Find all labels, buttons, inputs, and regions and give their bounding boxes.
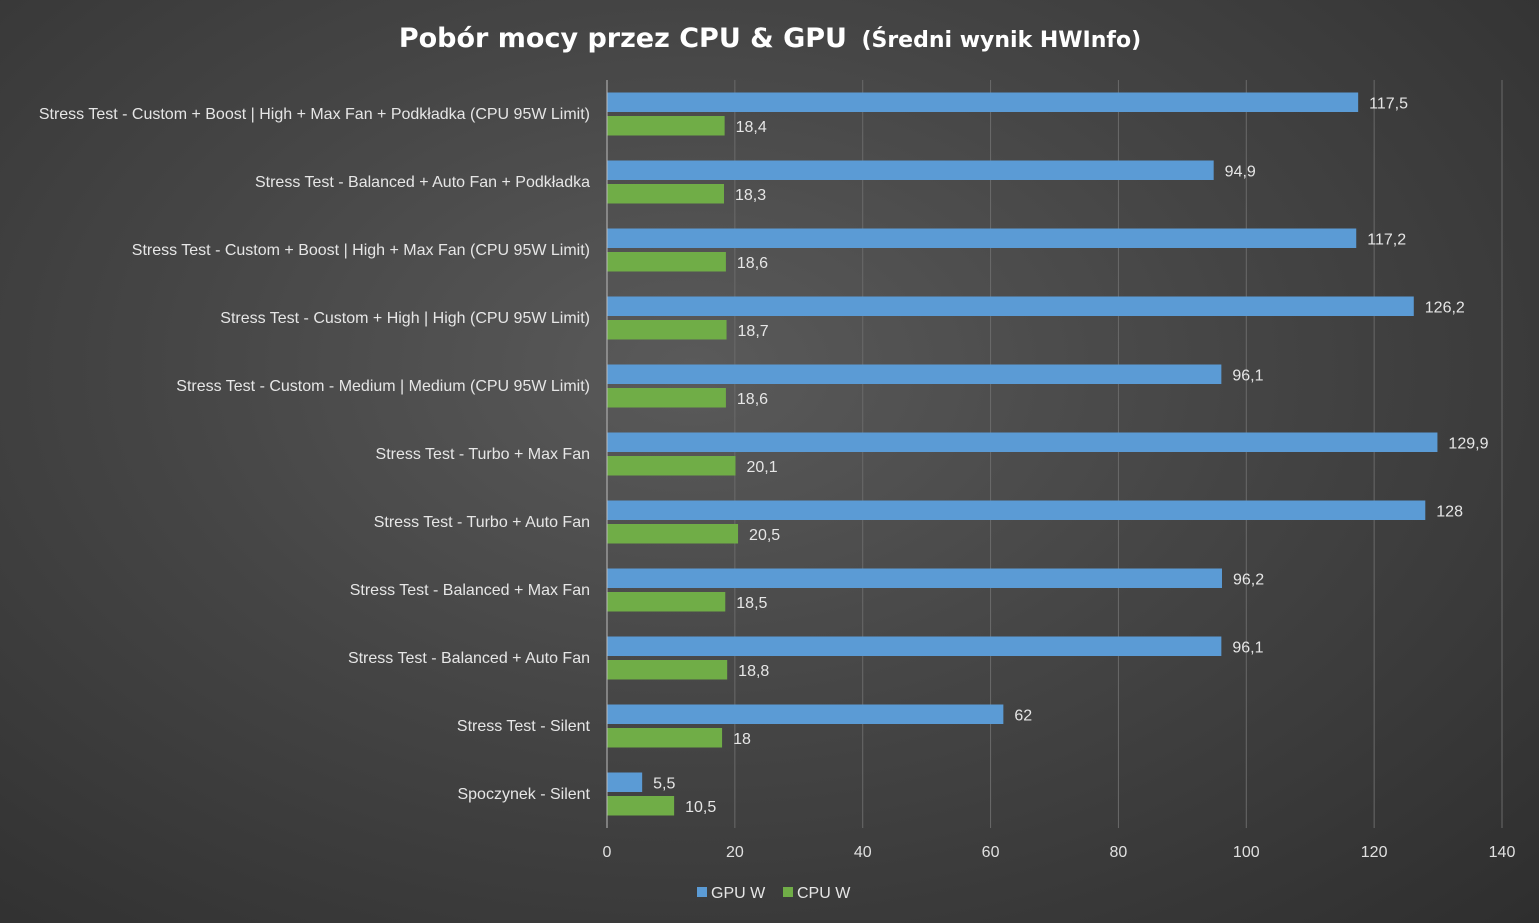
gpu-data-label: 96,1: [1232, 367, 1263, 384]
x-tick-label: 0: [603, 844, 612, 861]
cpu-data-label: 18,8: [738, 663, 769, 680]
cpu-bar: [607, 116, 725, 136]
gpu-data-label: 117,2: [1367, 231, 1406, 248]
cpu-bar: [607, 320, 727, 340]
gpu-bar: [607, 636, 1222, 656]
gpu-data-label: 129,9: [1448, 435, 1488, 452]
gpu-legend-swatch: [697, 887, 707, 897]
category-label: Stress Test - Turbo + Max Fan: [376, 446, 590, 463]
category-label: Stress Test - Turbo + Auto Fan: [374, 514, 590, 531]
gpu-legend-label: GPU W: [711, 885, 766, 902]
x-tick-label: 20: [726, 844, 744, 861]
x-tick-label: 80: [1110, 844, 1128, 861]
gpu-bar: [607, 568, 1222, 588]
bars: [607, 92, 1438, 816]
cpu-bar: [607, 660, 728, 680]
gpu-bar: [607, 500, 1426, 520]
cpu-data-label: 10,5: [685, 799, 716, 816]
chart-title-subtitle: (Średni wynik HWInfo): [861, 27, 1141, 53]
x-tick-label: 100: [1233, 844, 1260, 861]
legend: GPU W CPU W: [697, 885, 851, 902]
gpu-bar: [607, 432, 1438, 452]
gpu-data-label: 62: [1014, 707, 1032, 724]
category-label: Stress Test - Balanced + Max Fan: [350, 582, 590, 599]
cpu-data-label: 18,4: [736, 119, 767, 136]
gpu-bar: [607, 296, 1414, 316]
cpu-data-label: 18,6: [737, 391, 768, 408]
category-label: Stress Test - Silent: [457, 718, 591, 735]
cpu-legend-label: CPU W: [797, 885, 851, 902]
gpu-bar: [607, 92, 1359, 112]
category-label: Stress Test - Custom - Medium | Medium (…: [176, 378, 590, 395]
x-tick-label: 140: [1489, 844, 1516, 861]
cpu-bar: [607, 524, 739, 544]
x-axis-ticks: 0 20 40 60 80 100 120 140: [603, 844, 1516, 861]
cpu-bar: [607, 184, 724, 204]
gpu-bar: [607, 772, 643, 792]
x-tick-label: 60: [982, 844, 1000, 861]
gpu-bar: [607, 704, 1004, 724]
chart-title: Pobór mocy przez CPU & GPU (Średni wynik…: [399, 23, 1141, 54]
category-label: Stress Test - Balanced + Auto Fan + Podk…: [255, 174, 590, 191]
cpu-bar: [607, 592, 726, 612]
cpu-bar: [607, 252, 726, 272]
gpu-bar: [607, 364, 1222, 384]
gpu-data-label: 96,1: [1232, 639, 1263, 656]
gpu-data-label: 128: [1436, 503, 1463, 520]
gpu-data-label: 117,5: [1369, 95, 1408, 112]
category-label: Stress Test - Custom + Boost | High + Ma…: [132, 242, 590, 259]
cpu-legend-swatch: [783, 887, 793, 897]
gpu-data-label: 126,2: [1425, 299, 1465, 316]
gridlines: [734, 80, 1503, 828]
gpu-data-label: 96,2: [1233, 571, 1264, 588]
cpu-data-label: 18,5: [736, 595, 767, 612]
x-tick-label: 120: [1361, 844, 1388, 861]
category-label: Spoczynek - Silent: [457, 786, 590, 803]
category-label: Stress Test - Custom + Boost | High + Ma…: [39, 106, 590, 123]
gpu-bar: [607, 160, 1214, 180]
cpu-data-label: 20,5: [749, 527, 780, 544]
chart-title-main: Pobór mocy przez CPU & GPU: [399, 23, 847, 54]
category-labels: Stress Test - Custom + Boost | High + Ma…: [39, 106, 591, 803]
data-labels: 117,5 18,4 94,9 18,3 117,2 18,6 126,2 18,7 96,1 1…: [653, 95, 1488, 816]
cpu-data-label: 18,6: [737, 255, 768, 272]
cpu-bar: [607, 796, 675, 816]
gpu-data-label: 5,5: [653, 775, 675, 792]
category-label: Stress Test - Balanced + Auto Fan: [348, 650, 590, 667]
cpu-bar: [607, 388, 726, 408]
gpu-bar: [607, 228, 1357, 248]
gpu-data-label: 94,9: [1225, 163, 1256, 180]
x-tick-label: 40: [854, 844, 872, 861]
cpu-bar: [607, 728, 723, 748]
cpu-data-label: 18: [733, 731, 751, 748]
category-label: Stress Test - Custom + High | High (CPU …: [220, 310, 590, 327]
cpu-bar: [607, 456, 736, 476]
cpu-data-label: 20,1: [746, 459, 777, 476]
cpu-data-label: 18,3: [735, 187, 766, 204]
cpu-data-label: 18,7: [738, 323, 769, 340]
